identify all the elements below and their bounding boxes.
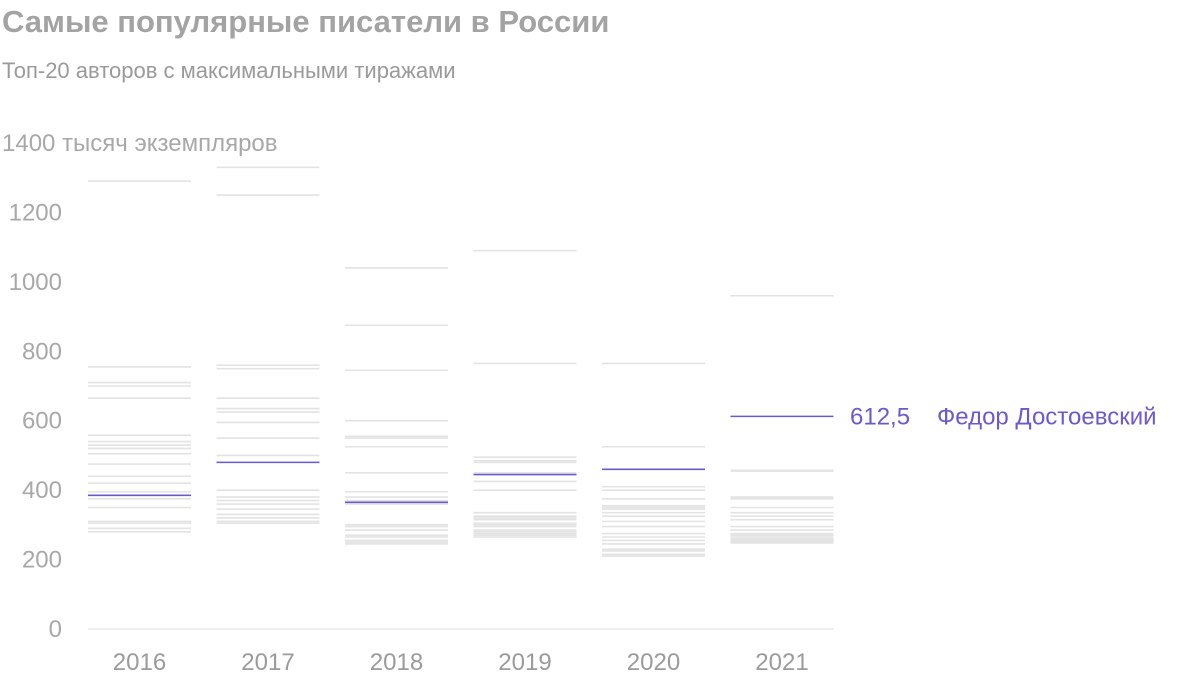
x-tick-label: 2017 <box>241 649 294 676</box>
y-tick-label: 200 <box>22 547 62 574</box>
x-axis: 2016 2017 2018 2019 2020 2021 <box>113 649 809 676</box>
x-tick-label: 2021 <box>755 649 808 676</box>
highlight-name-label: Федор Достоевский <box>937 403 1157 430</box>
y-tick-label: 1000 <box>9 269 62 296</box>
chart-subtitle: Топ-20 авторов с максимальными тиражами <box>2 58 456 83</box>
y-tick-label: 1400 тысяч экземпляров <box>2 130 278 157</box>
x-tick-label: 2016 <box>113 649 166 676</box>
x-tick-label: 2018 <box>370 649 423 676</box>
chart-marks <box>88 166 834 557</box>
y-tick-label: 600 <box>22 408 62 435</box>
highlight-value-label: 612,5 <box>850 403 910 430</box>
highlight-series: 612,5 Федор Достоевский <box>88 403 1157 504</box>
y-tick-label: 800 <box>22 338 62 365</box>
x-tick-label: 2019 <box>498 649 551 676</box>
y-tick-label: 1200 <box>9 199 62 226</box>
y-axis: 0 200 400 600 800 1000 1200 1400 тысяч экземпля… <box>2 130 278 643</box>
y-tick-label: 0 <box>49 616 62 643</box>
x-tick-label: 2020 <box>627 649 680 676</box>
y-tick-label: 400 <box>22 477 62 504</box>
chart-title: Самые популярные писатели в России <box>2 4 609 39</box>
